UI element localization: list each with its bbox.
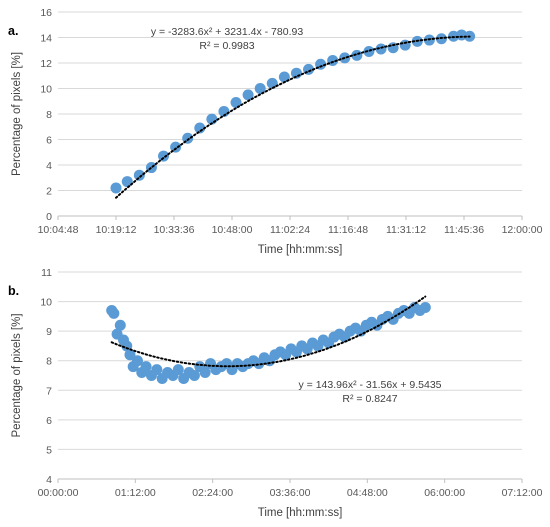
panel-label: a.: [8, 24, 18, 38]
y-tick-label: 5: [46, 444, 52, 456]
x-axis-title: Time [hh:mm:ss]: [258, 507, 343, 519]
y-tick-label: 11: [41, 267, 52, 279]
trendline-r-squared: R² = 0.8247: [342, 393, 397, 405]
x-tick-label: 11:31:12: [386, 224, 426, 236]
data-point: [121, 340, 133, 352]
y-tick-label: 4: [46, 474, 52, 486]
trendline-equation: y = -3283.6x² + 3231.4x - 780.93: [151, 26, 304, 38]
x-axis-title: Time [hh:mm:ss]: [258, 244, 343, 256]
data-point: [363, 46, 375, 58]
y-tick-label: 12: [40, 58, 52, 70]
data-point: [230, 97, 242, 109]
data-point: [242, 89, 254, 101]
data-point: [218, 105, 230, 117]
y-tick-label: 4: [46, 160, 52, 172]
y-axis-title: Percentage of pixels [%]: [11, 52, 23, 176]
trendline: [115, 35, 471, 199]
trendline-r-squared: R² = 0.9983: [199, 40, 254, 52]
y-tick-label: 2: [46, 186, 52, 198]
x-tick-label: 10:48:00: [212, 224, 253, 236]
data-point: [278, 71, 290, 83]
y-tick-label: 6: [46, 415, 52, 427]
x-tick-label: 00:00:00: [38, 487, 79, 499]
y-tick-label: 16: [40, 7, 52, 19]
data-point: [266, 77, 278, 89]
data-point: [254, 83, 266, 94]
x-tick-label: 10:33:36: [154, 224, 195, 236]
x-tick-label: 11:16:48: [328, 224, 368, 236]
y-tick-label: 7: [46, 385, 52, 397]
y-tick-label: 8: [46, 356, 52, 368]
x-tick-label: 03:36:00: [270, 487, 311, 499]
x-tick-label: 10:04:48: [38, 224, 79, 236]
data-point: [131, 355, 143, 367]
data-point: [114, 319, 126, 331]
data-point: [170, 141, 182, 153]
data-point: [124, 349, 136, 361]
data-point: [151, 364, 163, 376]
x-tick-label: 12:00:00: [502, 224, 543, 236]
data-point: [133, 169, 145, 181]
x-tick-label: 11:45:36: [444, 224, 484, 236]
y-tick-label: 9: [46, 326, 52, 338]
data-point: [172, 364, 184, 376]
y-tick-label: 10: [40, 84, 52, 96]
data-point: [108, 307, 120, 319]
x-tick-label: 06:00:00: [424, 487, 465, 499]
panel-label: b.: [8, 284, 19, 298]
y-tick-label: 6: [46, 135, 52, 147]
data-point: [140, 361, 152, 373]
y-tick-label: 0: [46, 211, 52, 223]
data-point: [375, 43, 387, 55]
x-tick-label: 10:19:12: [96, 224, 137, 236]
x-tick-label: 07:12:00: [502, 487, 543, 499]
y-tick-label: 8: [46, 109, 52, 121]
data-point: [121, 176, 133, 188]
y-tick-label: 10: [40, 297, 52, 309]
trendline-equation: y = 143.96x² - 31.56x + 9.5435: [298, 379, 441, 391]
data-point: [194, 122, 206, 134]
data-point: [188, 370, 200, 381]
trendline: [110, 295, 427, 368]
data-point: [351, 49, 363, 61]
x-tick-label: 02:24:00: [192, 487, 233, 499]
data-point: [110, 182, 122, 194]
y-axis-title: Percentage of pixels [%]: [11, 313, 23, 437]
data-point: [158, 150, 170, 162]
x-tick-label: 01:12:00: [115, 487, 156, 499]
y-tick-label: 14: [40, 33, 52, 45]
data-point: [419, 301, 431, 313]
data-point: [199, 367, 211, 379]
x-tick-label: 04:48:00: [347, 487, 388, 499]
x-tick-label: 11:02:24: [270, 224, 310, 236]
